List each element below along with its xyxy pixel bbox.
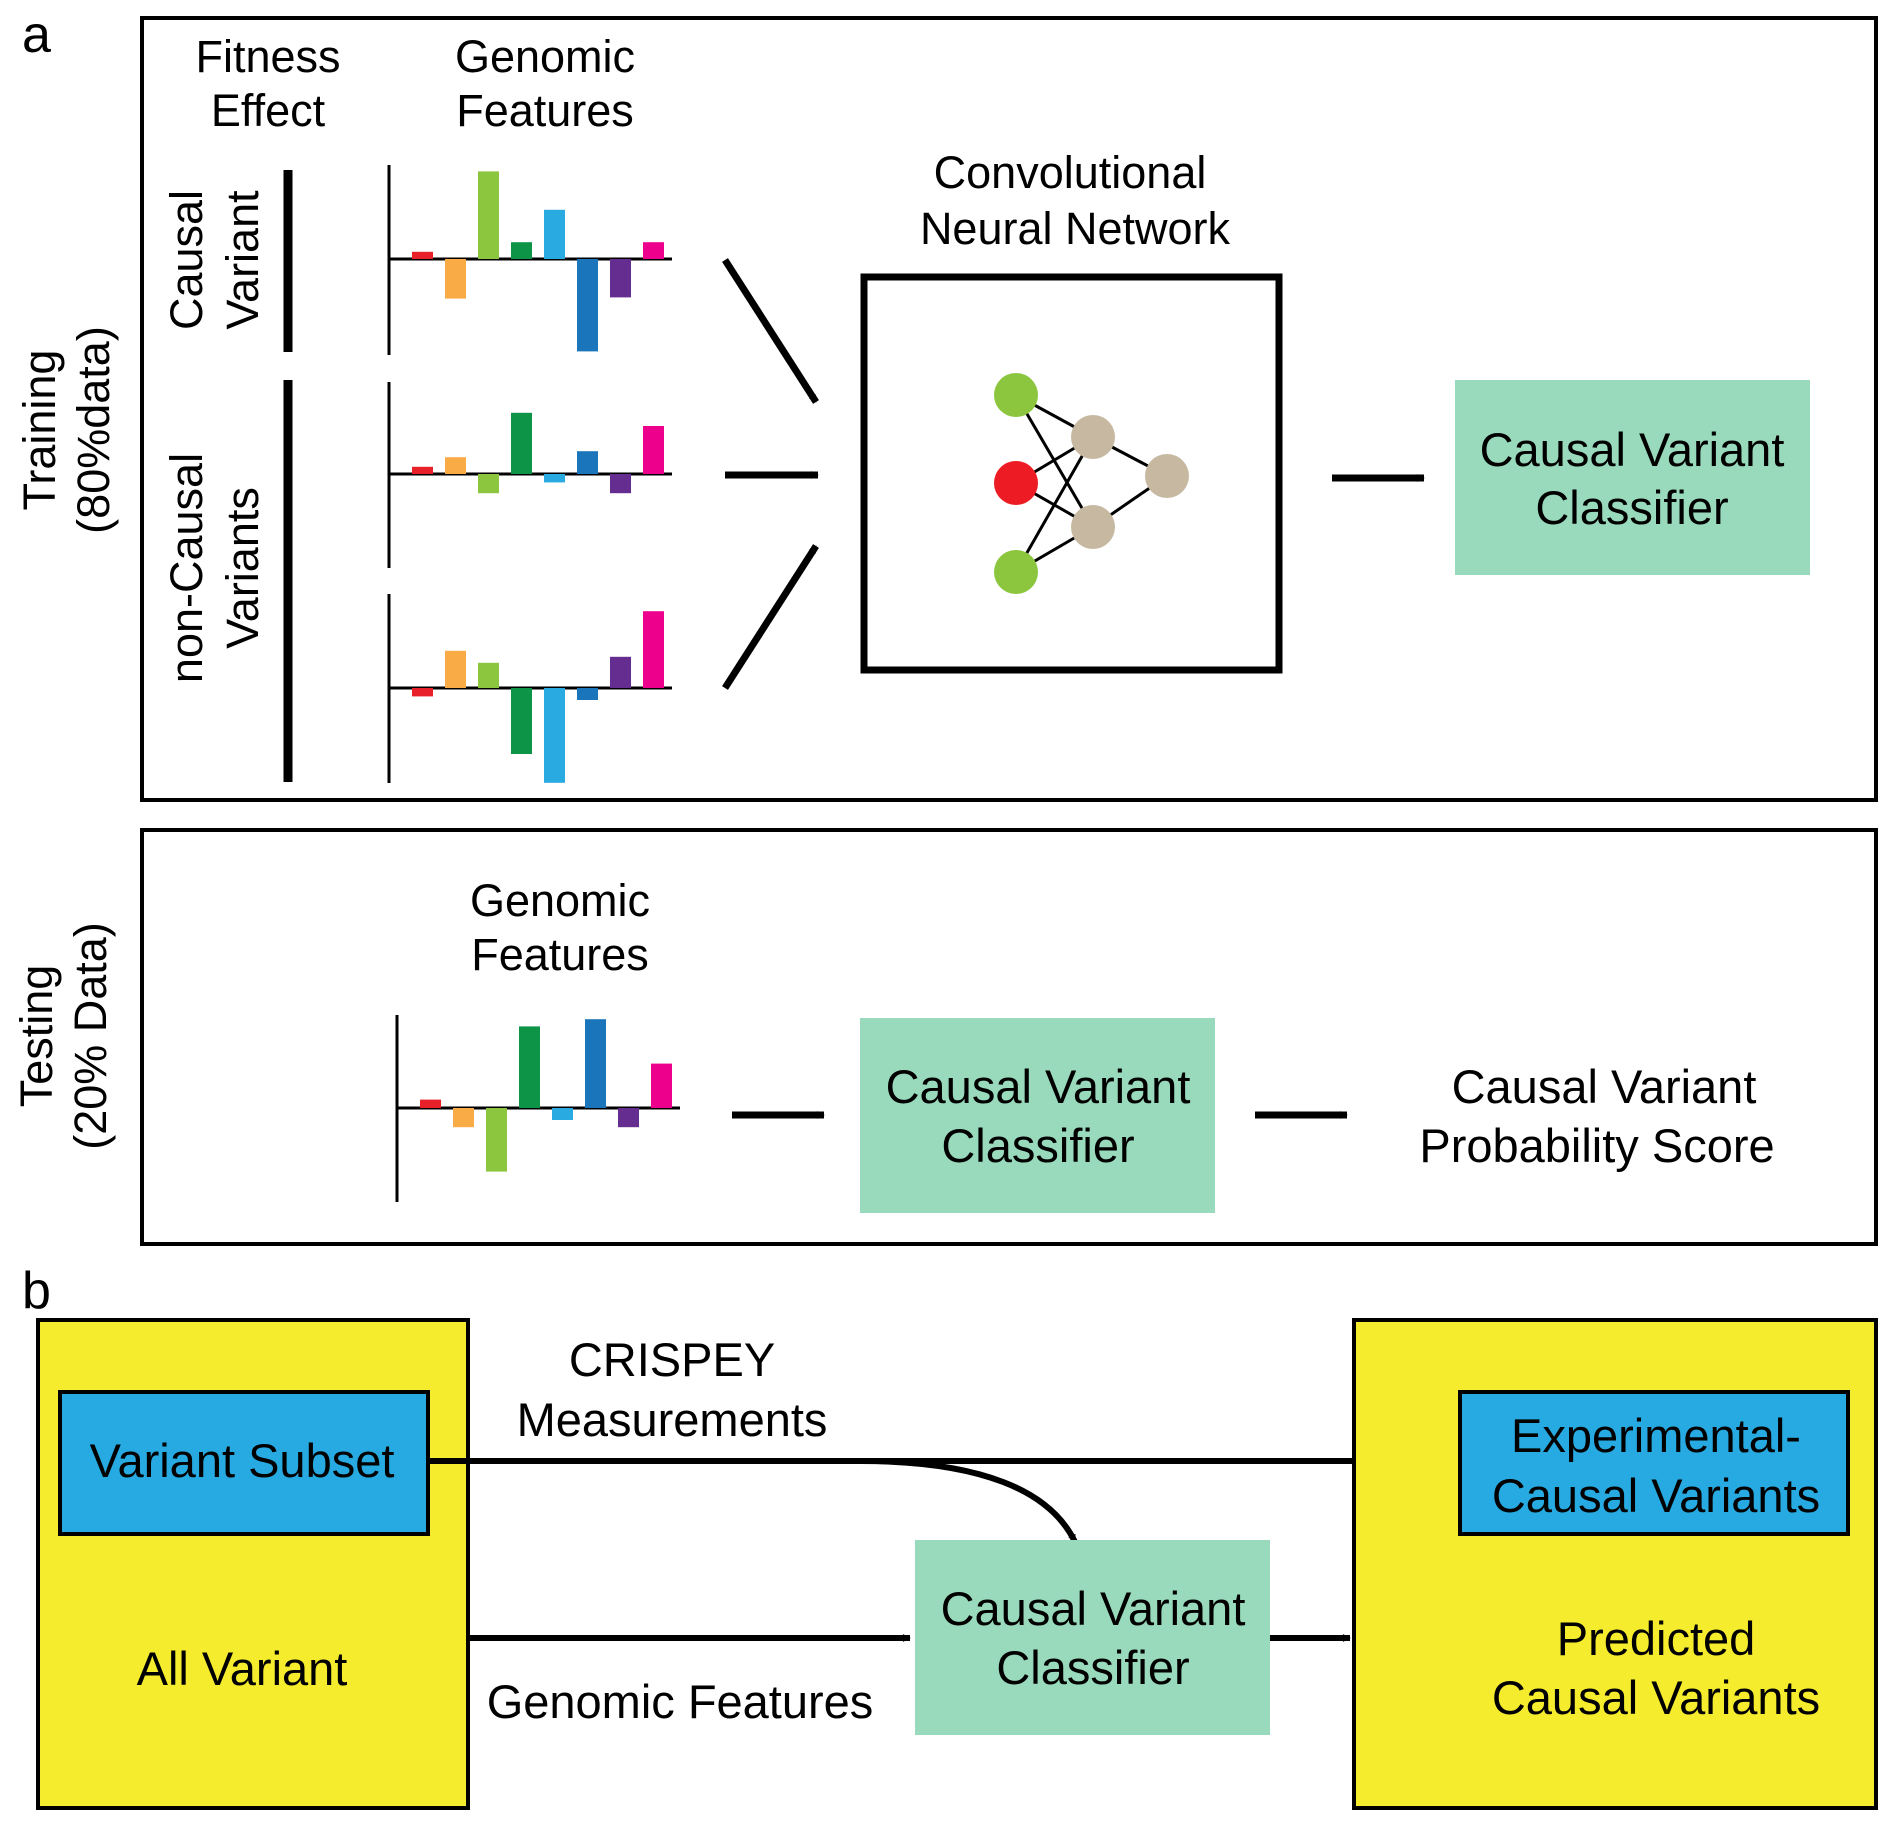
b-classifier-box	[915, 1540, 1270, 1735]
b-classifier-line-1: Causal Variant	[941, 1582, 1246, 1635]
fitness-header-1: Fitness	[195, 31, 340, 82]
causal-variant-bars-bar-lime	[478, 171, 499, 259]
cnn-box	[860, 273, 1283, 674]
testing-classifier-line-2: Classifier	[941, 1119, 1134, 1172]
testing-side-label-1: Testing	[11, 965, 62, 1108]
causal-variant-bars-bar-sky	[544, 209, 565, 259]
crispey-label-2: Measurements	[517, 1393, 828, 1446]
noncausal-bars-1-bar-green	[511, 412, 532, 474]
noncausal-bars-1-bar-red	[412, 466, 433, 474]
causal-variant-bars-bar-magenta	[643, 242, 664, 259]
training-classifier-line-1: Causal Variant	[1480, 423, 1785, 476]
testing-classifier-line-1: Causal Variant	[886, 1060, 1191, 1113]
experimental-causal-line-1: Experimental-	[1511, 1409, 1801, 1462]
variant-subset-box	[58, 1390, 430, 1536]
testing-side-label-2: (20% Data)	[65, 922, 116, 1150]
training-panel: Training (80%data) Fitness Effect Genomi…	[14, 16, 1878, 802]
causal-variant-bars-bar-orange	[445, 259, 466, 299]
hidden-node-2	[1071, 505, 1115, 549]
noncausal-bars-1-bar-magenta	[643, 426, 664, 474]
causal-variant-chart	[387, 165, 672, 355]
testing-frame	[140, 828, 1878, 1246]
noncausal-bars-2-bar-green	[511, 688, 532, 754]
arrow-crispey-to-classifier	[859, 1458, 1078, 1544]
all-variants-box: Variant Subset All Variant	[36, 1318, 470, 1810]
predicted-causal-line-1: Predicted	[1557, 1612, 1756, 1665]
noncausal-bars-2	[412, 611, 664, 783]
noncausal-bars-1-bar-purple	[610, 474, 631, 494]
noncausal-bars-1-bar-orange	[445, 457, 466, 474]
testing-bars-bar-purple	[618, 1108, 639, 1128]
probability-score-line-2: Probability Score	[1419, 1119, 1774, 1172]
testing-bars-bar-orange	[453, 1108, 474, 1128]
all-variant-label: All Variant	[137, 1642, 348, 1695]
noncausal-bars-2-bar-blue	[577, 688, 598, 700]
testing-chart	[395, 1015, 680, 1202]
crispey-label-1: CRISPEY	[569, 1333, 775, 1386]
training-side-label-1: Training	[14, 350, 65, 511]
features-header-1: Genomic	[455, 31, 635, 82]
noncausal-bars-2-bar-lime	[478, 662, 499, 688]
noncausal-chart-2	[387, 594, 672, 783]
features-header-2: Features	[456, 85, 634, 136]
noncausal-chart-1	[387, 382, 672, 568]
noncausal-bars-1	[412, 412, 664, 494]
predicted-causal-line-2: Causal Variants	[1492, 1671, 1820, 1724]
noncausal-bars-2-bar-orange	[445, 650, 466, 688]
panel-b-label: b	[22, 1262, 51, 1320]
noncausal-bars-2-bar-magenta	[643, 611, 664, 688]
noncausal-label-1: non-Causal	[161, 453, 212, 683]
causal-label-1: Causal	[161, 190, 212, 330]
training-classifier-box	[1455, 380, 1810, 575]
causal-variant-bars-bar-green	[511, 242, 532, 259]
causal-variant-bars	[412, 171, 664, 352]
causal-variant-bars-bar-purple	[610, 259, 631, 298]
neural-network-icon	[994, 373, 1189, 594]
output-node	[1145, 454, 1189, 498]
testing-bars-bar-blue	[585, 1019, 606, 1108]
cnn-title-1: Convolutional	[934, 147, 1207, 198]
testing-bars-bar-lime	[486, 1108, 507, 1172]
noncausal-bars-2-bar-red	[412, 688, 433, 697]
training-frame	[140, 16, 1878, 802]
predicted-variants-box: Experimental- Causal Variants Predicted …	[1352, 1318, 1878, 1810]
probability-score-line-1: Causal Variant	[1452, 1060, 1757, 1113]
testing-bars-bar-green	[519, 1026, 540, 1108]
experimental-causal-box	[1458, 1390, 1850, 1536]
cnn-title-2: Neural Network	[920, 203, 1231, 254]
testing-features-header-1: Genomic	[470, 875, 650, 926]
fitness-header-2: Effect	[211, 85, 326, 136]
noncausal-label-2: Variants	[217, 487, 268, 649]
noncausal-bars-2-bar-purple	[610, 656, 631, 688]
training-side-label-2: (80%data)	[68, 326, 119, 534]
noncausal-bars-1-bar-sky	[544, 474, 565, 483]
panel-a-label: a	[22, 6, 51, 64]
noncausal-bars-1-bar-lime	[478, 474, 499, 494]
variant-subset-label: Variant Subset	[90, 1434, 395, 1487]
input-node-2	[994, 461, 1038, 505]
arrow-causal-to-cnn	[722, 258, 819, 404]
causal-label-2: Variant	[217, 190, 268, 330]
testing-features-header-2: Features	[471, 929, 649, 980]
training-classifier-line-2: Classifier	[1535, 481, 1728, 534]
testing-bars-bar-red	[420, 1099, 441, 1108]
noncausal-bars-2-bar-sky	[544, 688, 565, 783]
testing-bars	[420, 1019, 672, 1172]
input-node-1	[994, 373, 1038, 417]
testing-classifier-box	[860, 1018, 1215, 1213]
experimental-causal-line-2: Causal Variants	[1492, 1469, 1820, 1522]
genomic-features-label: Genomic Features	[487, 1675, 874, 1728]
causal-variant-bars-bar-blue	[577, 259, 598, 352]
arrow-noncausal2-to-cnn	[722, 544, 819, 690]
causal-variant-bars-bar-red	[412, 251, 433, 259]
testing-bars-bar-magenta	[651, 1063, 672, 1108]
b-classifier-line-2: Classifier	[996, 1641, 1189, 1694]
input-node-3	[994, 550, 1038, 594]
noncausal-bars-1-bar-blue	[577, 451, 598, 474]
testing-panel: Testing (20% Data) Genomic Features Caus…	[11, 828, 1878, 1246]
testing-bars-bar-sky	[552, 1108, 573, 1120]
hidden-node-1	[1071, 415, 1115, 459]
